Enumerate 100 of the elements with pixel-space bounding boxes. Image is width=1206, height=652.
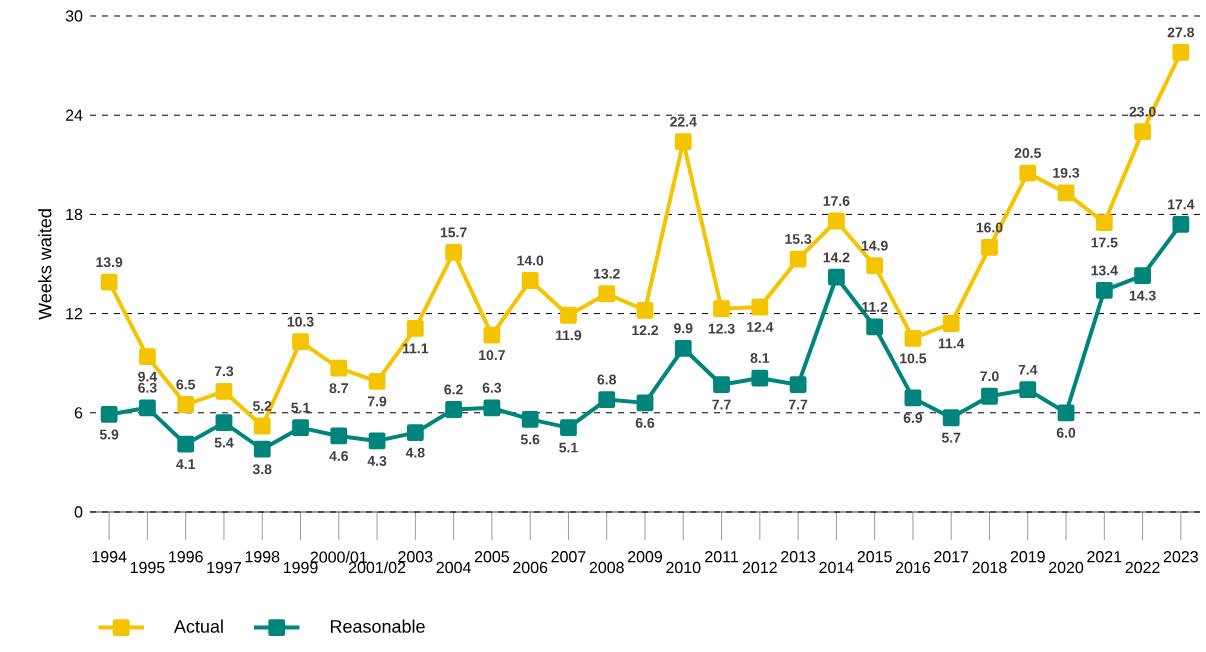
point [1019, 164, 1037, 182]
point [139, 348, 156, 365]
data-label: 7.0 [980, 371, 999, 382]
point [713, 376, 730, 394]
point [827, 212, 845, 230]
x-tick-label: 1999 [283, 561, 318, 574]
x-tick-label: 2003 [398, 551, 433, 563]
data-label: 4.3 [367, 455, 387, 466]
data-label: 9.9 [674, 323, 693, 334]
data-label: 11.2 [862, 302, 888, 312]
point [139, 399, 156, 417]
x-tick-label: 2018 [972, 561, 1007, 574]
data-label: 20.5 [1014, 148, 1041, 158]
point [598, 285, 616, 303]
x-tick-label: 2014 [819, 561, 854, 574]
point [253, 440, 271, 458]
point [636, 301, 654, 319]
data-label: 17.6 [823, 196, 850, 206]
data-label: 6.3 [138, 382, 157, 393]
point [177, 396, 195, 413]
y-tick-label: 12 [66, 308, 83, 320]
point [598, 391, 616, 408]
x-tick-label: 2017 [934, 551, 969, 563]
data-label: 8.7 [329, 383, 348, 394]
data-label: 13.2 [593, 268, 620, 279]
y-tick-label: 0 [74, 506, 83, 518]
point [981, 239, 998, 256]
data-label: 12.2 [632, 325, 659, 336]
point [1134, 123, 1151, 141]
data-label: 15.3 [785, 234, 812, 244]
point [904, 389, 922, 407]
y-tick-label: 30 [65, 10, 83, 22]
data-label: 5.6 [520, 434, 540, 445]
data-label: 6.6 [635, 417, 655, 428]
data-label: 8.1 [750, 353, 770, 363]
x-tick-label: 2001/02 [348, 561, 406, 574]
x-tick-label: 2000/01 [310, 551, 367, 563]
data-label: 9.4 [138, 371, 158, 382]
data-label: 6.0 [1056, 427, 1076, 438]
data-label: 6.8 [597, 374, 617, 385]
data-label: 19.3 [1053, 167, 1080, 178]
point [1057, 184, 1075, 202]
data-label: 14.2 [823, 252, 850, 263]
x-tick-label: 2016 [895, 561, 931, 574]
x-tick-label: 2005 [474, 551, 510, 563]
x-tick-label: 2004 [436, 561, 471, 574]
data-label: 5.7 [941, 432, 961, 443]
data-label: 7.3 [214, 366, 234, 377]
data-label: 5.1 [291, 402, 310, 413]
x-tick-label: 2009 [628, 551, 663, 563]
y-axis-title: Weeks waited [38, 209, 52, 320]
point [560, 419, 577, 437]
legend-label: Reasonable [330, 619, 425, 633]
point [1095, 214, 1113, 232]
point [981, 387, 998, 405]
x-tick-label: 1996 [169, 551, 203, 563]
data-label: 12.4 [747, 322, 774, 332]
data-label: 7.7 [712, 399, 731, 410]
point [560, 306, 577, 324]
point [483, 326, 501, 344]
data-label: 6.9 [903, 412, 923, 423]
x-tick-label: 2008 [589, 561, 624, 574]
data-label: 13.4 [1091, 265, 1118, 276]
data-label: 7.4 [1018, 364, 1038, 375]
point [445, 401, 463, 418]
x-tick-label: 2022 [1125, 561, 1160, 574]
x-tick-label: 1995 [130, 561, 165, 574]
point [1095, 282, 1113, 299]
data-label: 12.3 [708, 323, 735, 334]
data-label: 14.0 [517, 255, 544, 266]
legend-label: Actual [173, 619, 223, 633]
data-label: 13.9 [96, 257, 123, 268]
y-tick-label: 18 [66, 208, 83, 221]
data-label: 17.4 [1168, 199, 1195, 210]
point [406, 424, 424, 442]
x-tick-label: 2011 [705, 551, 738, 563]
data-label: 15.7 [440, 227, 467, 238]
point [483, 399, 501, 417]
x-tick-label: 2023 [1163, 551, 1198, 563]
data-label: 7.7 [788, 399, 808, 410]
point [751, 369, 769, 387]
point [789, 250, 807, 268]
x-tick-label: 2007 [551, 551, 586, 563]
point [100, 273, 118, 291]
data-label: 10.3 [287, 316, 314, 327]
data-label: 10.7 [479, 350, 505, 361]
point [674, 133, 692, 151]
point [904, 329, 922, 347]
point [674, 339, 692, 357]
data-label: 22.4 [670, 116, 697, 127]
point [521, 411, 539, 428]
data-label: 14.9 [861, 240, 888, 251]
data-label: 5.4 [214, 437, 234, 448]
point [292, 333, 309, 351]
data-label: 14.3 [1129, 290, 1156, 301]
data-label: 6.2 [444, 384, 463, 395]
y-tick-label: 24 [65, 109, 83, 121]
x-tick-label: 1997 [207, 561, 241, 574]
x-tick-label: 2019 [1010, 551, 1045, 563]
data-label: 27.8 [1167, 27, 1195, 38]
